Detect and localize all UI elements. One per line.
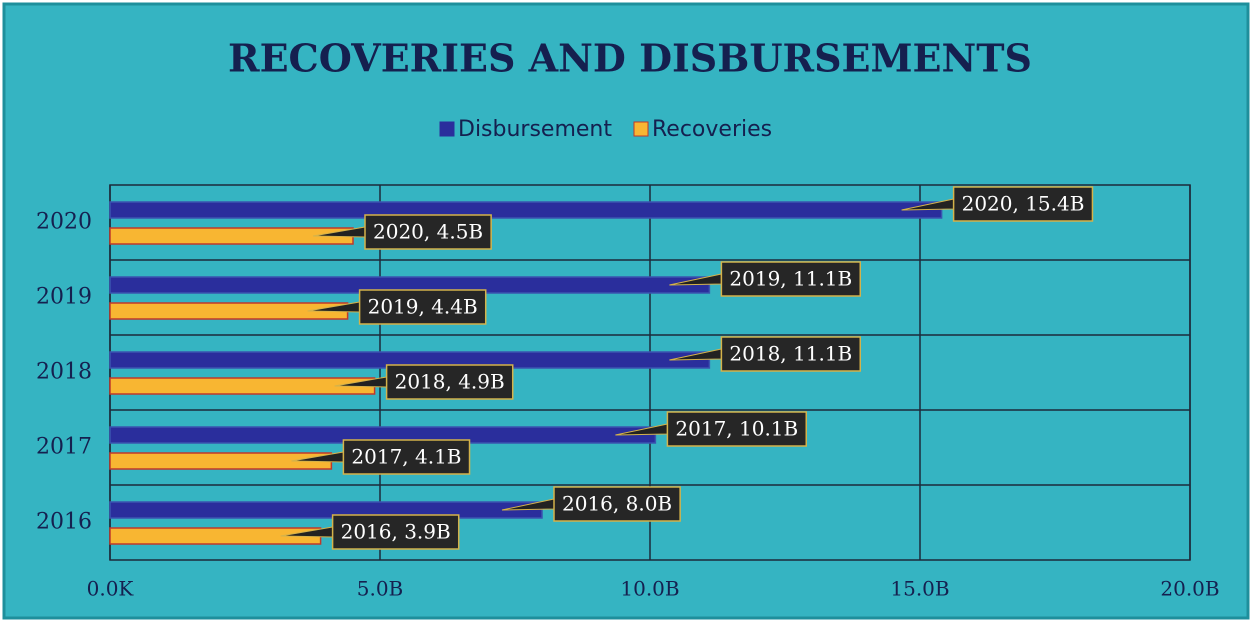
- value-label: 2019, 11.1B: [729, 267, 852, 291]
- value-label-box: [364, 214, 492, 250]
- x-tick-label: 10.0B: [620, 577, 679, 601]
- value-label-box: [720, 261, 861, 297]
- x-tick-label: 15.0B: [890, 577, 949, 601]
- value-label: 2018, 4.9B: [395, 370, 505, 394]
- value-label: 2018, 11.1B: [729, 342, 852, 366]
- value-label: 2020, 4.5B: [373, 220, 483, 244]
- bar: [109, 201, 943, 219]
- value-label-box: [720, 336, 861, 372]
- x-tick-label: 0.0K: [87, 577, 135, 601]
- y-tick-label: 2018: [36, 360, 92, 385]
- value-label-box: [952, 186, 1094, 222]
- x-tick-label: 5.0B: [357, 577, 404, 601]
- chart-title: RECOVERIES AND DISBURSEMENTS: [228, 36, 1032, 81]
- legend-label: Disbursement: [458, 117, 612, 142]
- value-label-box: [331, 514, 460, 550]
- y-tick-label: 2020: [36, 210, 92, 235]
- legend-label: Recoveries: [652, 117, 772, 142]
- bar: [109, 501, 543, 519]
- value-label: 2019, 4.4B: [368, 295, 478, 319]
- legend-swatch: [439, 121, 455, 137]
- x-tick-label: 20.0B: [1160, 577, 1219, 601]
- y-tick-label: 2016: [36, 510, 92, 535]
- value-label: 2017, 4.1B: [351, 445, 461, 469]
- value-label-box: [385, 364, 514, 400]
- value-label: 2016, 8.0B: [562, 492, 672, 516]
- value-label: 2016, 3.9B: [341, 520, 451, 544]
- y-tick-label: 2017: [36, 435, 92, 460]
- value-label: 2020, 15.4B: [962, 192, 1085, 216]
- value-label-box: [666, 411, 807, 447]
- value-label-box: [342, 439, 471, 475]
- value-label: 2017, 10.1B: [675, 417, 798, 441]
- value-label-box: [553, 486, 681, 522]
- legend-swatch: [633, 121, 649, 137]
- value-label-box: [358, 289, 487, 325]
- y-tick-label: 2019: [36, 285, 92, 310]
